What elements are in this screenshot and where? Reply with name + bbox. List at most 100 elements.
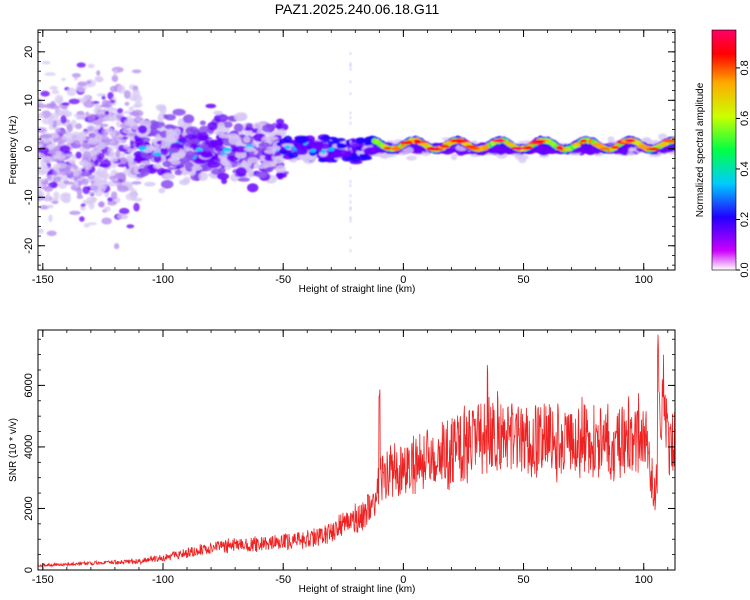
spectrogram-cell [188,139,202,144]
spectrogram-cell [83,100,95,108]
spectrogram-cell [113,69,118,76]
spectrogram-cell [126,224,135,229]
spectrogram-cell [122,128,133,134]
spectrogram-cell [223,121,233,128]
spectrogram-cell [40,90,50,97]
spectrogram-cell [162,160,172,168]
spectrogram-cell [637,145,652,149]
spectrogram-cell [99,159,112,168]
spectrogram-cell [71,119,77,128]
snr-x-ticks: -150 -100 -50 0 50 100 [32,330,669,586]
spectrogram-cell [218,167,226,174]
spectrogram-cell [403,146,414,154]
spectrogram-cell [50,100,56,110]
spectrogram-cell [628,147,636,152]
spectrogram-cell [124,118,135,127]
spectrogram-cell [80,203,86,207]
spectrogram-cell [114,243,120,250]
spectrogram-cell [103,116,114,121]
spectrogram-cell [184,134,198,140]
spectrogram-cell [221,178,228,185]
spectrogram-cell [656,143,669,147]
spectrogram-cell [82,151,92,161]
spectrogram-cell [117,163,128,168]
spectrogram-cell [214,147,224,152]
spectrogram-cell [165,128,176,138]
spectrogram-cell [217,121,225,129]
spectrogram-cell [53,176,62,183]
spectrogram-cell [38,178,46,182]
spectrogram-cell [117,214,129,219]
spectrogram-cell [247,183,259,193]
spectrogram-cell [185,126,200,136]
spectrogram-cell [349,92,352,96]
spectrogram-y-tick-label: 0 [23,146,35,152]
spectrogram-cell [129,111,140,116]
spectrogram-cell [213,130,225,136]
spectrogram-cell [116,120,121,128]
spectrogram-x-tick-label: -100 [152,274,174,286]
spectrogram-cell [73,77,78,81]
spectrogram-cell [170,153,179,162]
spectrogram-cell [87,137,99,145]
colorbar-tick-label: 0.0 [739,262,750,277]
spectrogram-cell [81,168,86,173]
spectrogram-cell [275,123,283,130]
spectrogram-cell [413,146,422,154]
spectrogram-cell [68,158,76,164]
spectrogram-cell [153,152,162,156]
spectrogram-cell [107,92,114,100]
spectrogram-cell [294,144,309,150]
spectrogram-cell [650,147,659,151]
spectrogram-cell [349,121,352,125]
spectrogram-x-tick-label: 50 [517,274,529,286]
spectrogram-cell [38,228,44,234]
colorbar-tick-label: 0.6 [739,111,750,126]
spectrogram-cell [184,161,194,172]
spectrogram-cell [169,160,181,165]
spectrogram-cell [255,164,269,169]
spectrogram-cell [233,123,244,132]
spectrogram-cell [92,127,99,134]
spectrogram-cell [48,214,53,223]
spectrogram-cell [123,90,131,99]
snr-y-tick-label: 0 [23,567,35,573]
spectrogram-cell [84,162,93,171]
spectrogram-cell [77,180,83,187]
spectrogram-cell [38,140,45,145]
spectrogram-x-tick-label: 0 [400,274,406,286]
spectrogram-cell [131,181,142,185]
spectrogram-cell [349,236,352,240]
spectrogram-cell [327,140,335,145]
spectrogram-cell [207,121,218,131]
spectrogram-x-tick-label: -50 [275,274,291,286]
spectrogram-cell [262,124,275,133]
spectrogram-cell [111,74,119,83]
spectrogram-cell [39,205,49,210]
snr-x-tick-label: 100 [635,574,653,586]
spectrogram-cell [275,165,286,174]
spectrogram-cell [87,200,93,205]
spectrogram-y-tick-label: 20 [23,46,35,58]
spectrogram-cell [235,167,247,177]
spectrogram-cell [573,142,581,146]
snr-series-line [38,334,675,568]
spectrogram-cell [245,123,253,128]
spectrogram-cell [276,172,284,180]
spectrogram-blobs [38,52,675,253]
spectrogram-cell [580,139,588,143]
spectrogram-cell [105,127,114,134]
spectrogram-cell [138,146,147,151]
spectrogram-cell [199,120,206,126]
spectrogram-cell [140,167,150,177]
spectrogram-cell [46,230,57,237]
spectrogram-cell [140,160,152,165]
spectrogram-cell [159,105,167,115]
spectrogram-cell [662,139,675,143]
spectrogram-cell [309,148,316,153]
spectrogram-cell [283,135,293,143]
colorbar [711,29,737,271]
spectrogram-cell [128,106,134,112]
spectrogram-cell [132,104,142,108]
